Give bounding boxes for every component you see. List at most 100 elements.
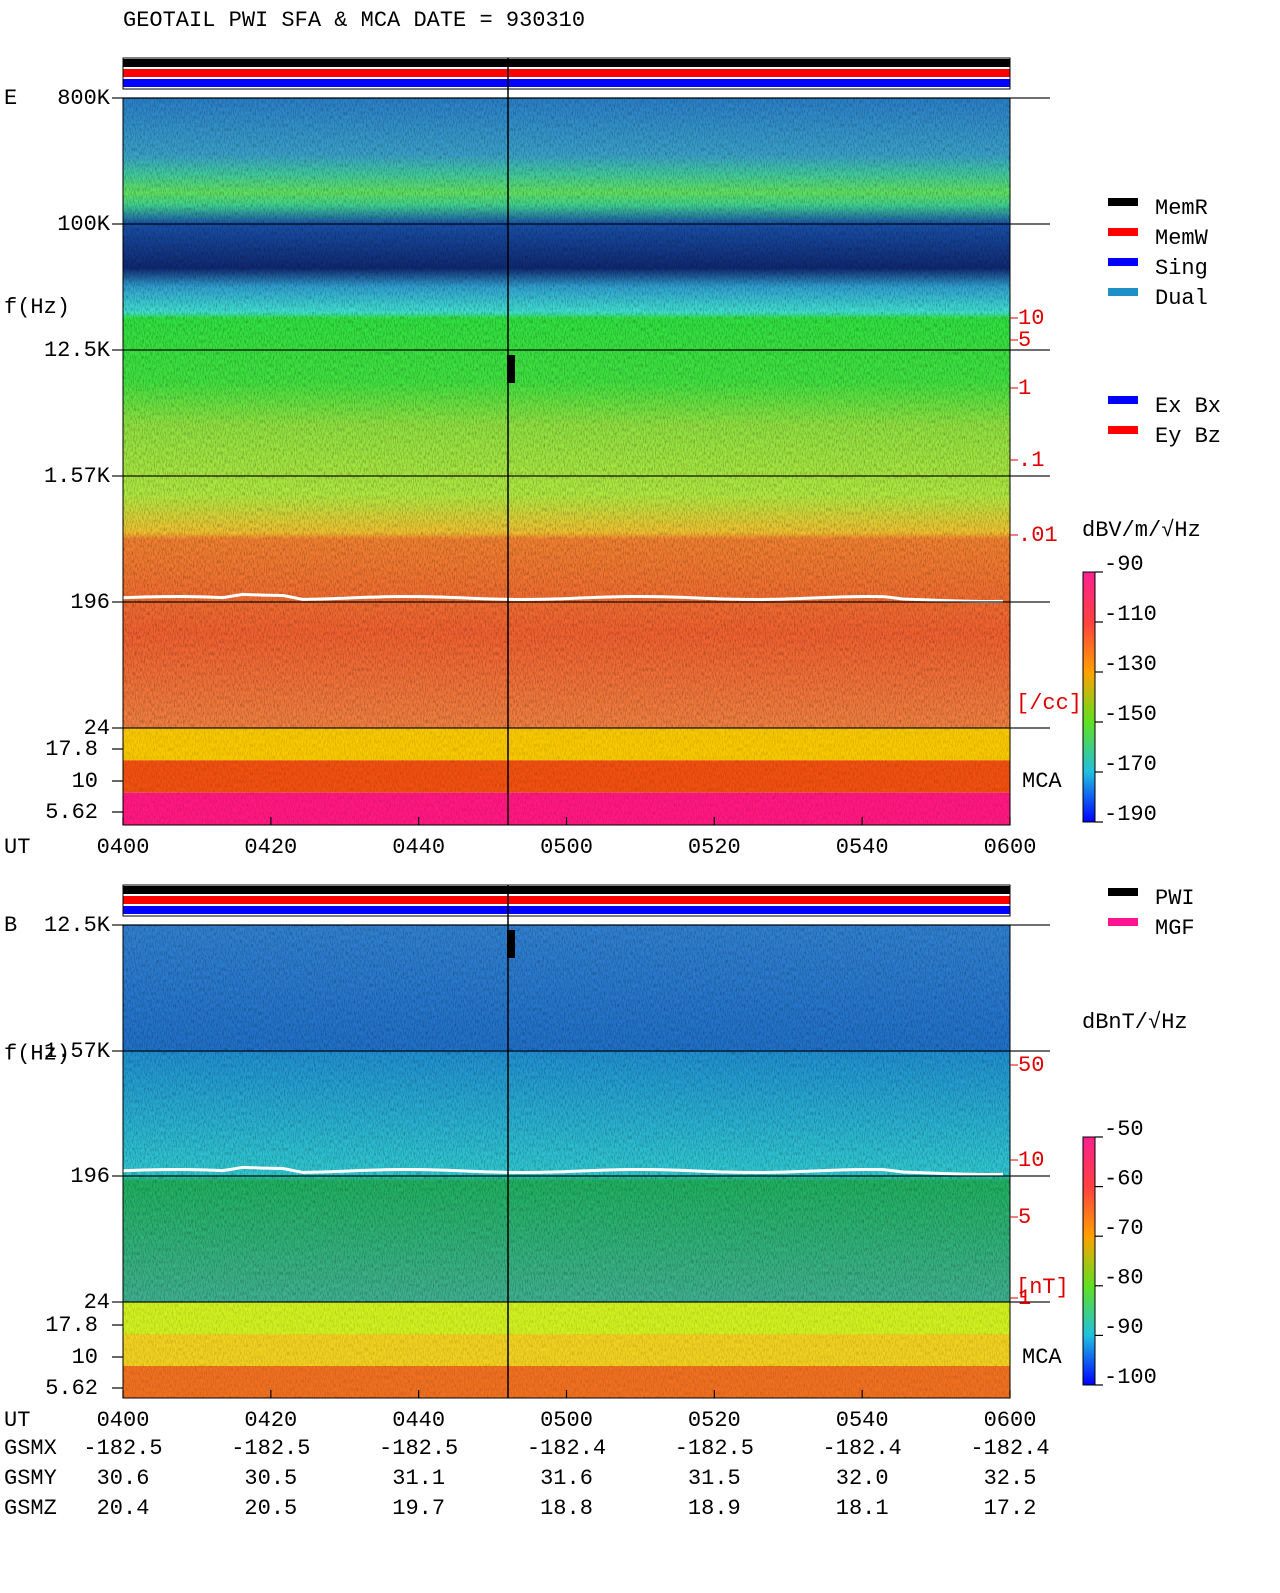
legend-label: Ex Bx <box>1155 394 1221 419</box>
status-bar <box>123 906 1010 914</box>
legend-swatch <box>1108 228 1138 236</box>
orbit-value: 32.0 <box>836 1466 889 1491</box>
time-tick-label: 0500 <box>540 1408 593 1433</box>
time-tick-label: 0400 <box>97 835 150 860</box>
ut-label: UT <box>4 1408 30 1433</box>
density-tick-label: 10 <box>1018 306 1044 331</box>
colorbar-tick-label: -110 <box>1104 602 1157 627</box>
density-unit: [nT] <box>1016 1275 1069 1300</box>
time-tick-label: 0520 <box>688 1408 741 1433</box>
mca-tick-label: 5.62 <box>45 1376 98 1401</box>
time-tick-label: 0440 <box>392 1408 445 1433</box>
orbit-value: -182.5 <box>675 1436 754 1461</box>
mca-tick-label: 17.8 <box>45 1313 98 1338</box>
orbit-value: 30.5 <box>244 1466 297 1491</box>
legend-label: MemR <box>1155 196 1208 221</box>
axis-label: f(Hz) <box>4 1041 70 1066</box>
orbit-label: GSMX <box>4 1436 57 1461</box>
mca-tick-label: 5.62 <box>45 800 98 825</box>
orbit-value: 18.9 <box>688 1496 741 1521</box>
status-bar <box>123 59 1010 67</box>
axis-label: f(Hz) <box>4 295 70 320</box>
orbit-label: GSMZ <box>4 1496 57 1521</box>
orbit-value: -182.5 <box>83 1436 162 1461</box>
orbit-value: 17.2 <box>984 1496 1037 1521</box>
orbit-value: 18.1 <box>836 1496 889 1521</box>
colorbar-tick-label: -50 <box>1104 1117 1144 1142</box>
orbit-label: GSMY <box>4 1466 57 1491</box>
density-tick-label: 1 <box>1018 376 1031 401</box>
legend-label: MGF <box>1155 916 1195 941</box>
colorbar-unit: dBV/m/√Hz <box>1082 518 1201 543</box>
orbit-value: -182.4 <box>823 1436 902 1461</box>
time-tick-label: 0600 <box>984 1408 1037 1433</box>
legend-swatch <box>1108 396 1138 404</box>
orbit-value: 20.5 <box>244 1496 297 1521</box>
freq-tick-label: 24 <box>84 1290 110 1315</box>
density-tick-label: .01 <box>1018 523 1058 548</box>
orbit-value: 18.8 <box>540 1496 593 1521</box>
density-tick-label: .1 <box>1018 448 1044 473</box>
density-tick-label: 50 <box>1018 1053 1044 1078</box>
panel-label: B <box>4 913 17 938</box>
colorbar-tick-label: -170 <box>1104 752 1157 777</box>
legend-label: Ey Bz <box>1155 424 1221 449</box>
orbit-value: -182.4 <box>970 1436 1049 1461</box>
status-bar <box>123 79 1010 87</box>
colorbar-tick-label: -90 <box>1104 552 1144 577</box>
orbit-value: 30.6 <box>97 1466 150 1491</box>
legend-label: Sing <box>1155 256 1208 281</box>
time-tick-label: 0440 <box>392 835 445 860</box>
freq-tick-label: 12.5K <box>44 913 111 938</box>
title: GEOTAIL PWI SFA & MCA DATE = 930310 <box>123 8 585 33</box>
panel-label: E <box>4 86 17 111</box>
density-tick-label: 5 <box>1018 1205 1031 1230</box>
time-tick-label: 0400 <box>97 1408 150 1433</box>
time-tick-label: 0500 <box>540 835 593 860</box>
legend-swatch <box>1108 426 1138 434</box>
freq-tick-label: 24 <box>84 716 110 741</box>
legend-label: PWI <box>1155 886 1195 911</box>
density-tick-label: 1 <box>1018 1286 1031 1311</box>
freq-tick-label: 12.5K <box>44 338 111 363</box>
freq-tick-label: 800K <box>57 86 111 111</box>
density-tick-label: 5 <box>1018 328 1031 353</box>
time-tick-label: 0540 <box>836 835 889 860</box>
orbit-value: 31.5 <box>688 1466 741 1491</box>
legend-swatch <box>1108 258 1138 266</box>
time-tick-label: 0420 <box>244 1408 297 1433</box>
density-unit: [/cc] <box>1016 691 1082 716</box>
colorbar <box>1082 1136 1096 1386</box>
time-tick-label: 0520 <box>688 835 741 860</box>
white-trace <box>121 1165 1004 1176</box>
data-gap <box>507 930 515 958</box>
freq-tick-label: 1.57K <box>44 1039 111 1064</box>
legend-swatch <box>1108 918 1138 926</box>
legend-swatch <box>1108 198 1138 206</box>
colorbar-tick-label: -150 <box>1104 702 1157 727</box>
mca-texture <box>123 1302 1010 1398</box>
mca-label: MCA <box>1022 1345 1062 1370</box>
legend-swatch <box>1108 288 1138 296</box>
freq-tick-label: 100K <box>57 212 111 237</box>
density-tick-label: 10 <box>1018 1148 1044 1173</box>
orbit-value: -182.4 <box>527 1436 606 1461</box>
mca-tick-label: 10 <box>72 1345 98 1370</box>
orbit-value: -182.5 <box>379 1436 458 1461</box>
colorbar-tick-label: -90 <box>1104 1315 1144 1340</box>
ut-label: UT <box>4 835 30 860</box>
colorbar-tick-label: -70 <box>1104 1216 1144 1241</box>
freq-tick-label: 196 <box>70 590 110 615</box>
spectrogram-texture <box>123 925 1010 1302</box>
colorbar-tick-label: -130 <box>1104 652 1157 677</box>
legend-label: MemW <box>1155 226 1209 251</box>
time-tick-label: 0600 <box>984 835 1037 860</box>
freq-tick-label: 1.57K <box>44 464 111 489</box>
orbit-value: -182.5 <box>231 1436 310 1461</box>
colorbar-tick-label: -80 <box>1104 1266 1144 1291</box>
mca-tick-label: 17.8 <box>45 737 98 762</box>
white-trace <box>121 592 1004 603</box>
mca-tick-label: 10 <box>72 769 98 794</box>
spectrogram-texture <box>123 98 1010 728</box>
